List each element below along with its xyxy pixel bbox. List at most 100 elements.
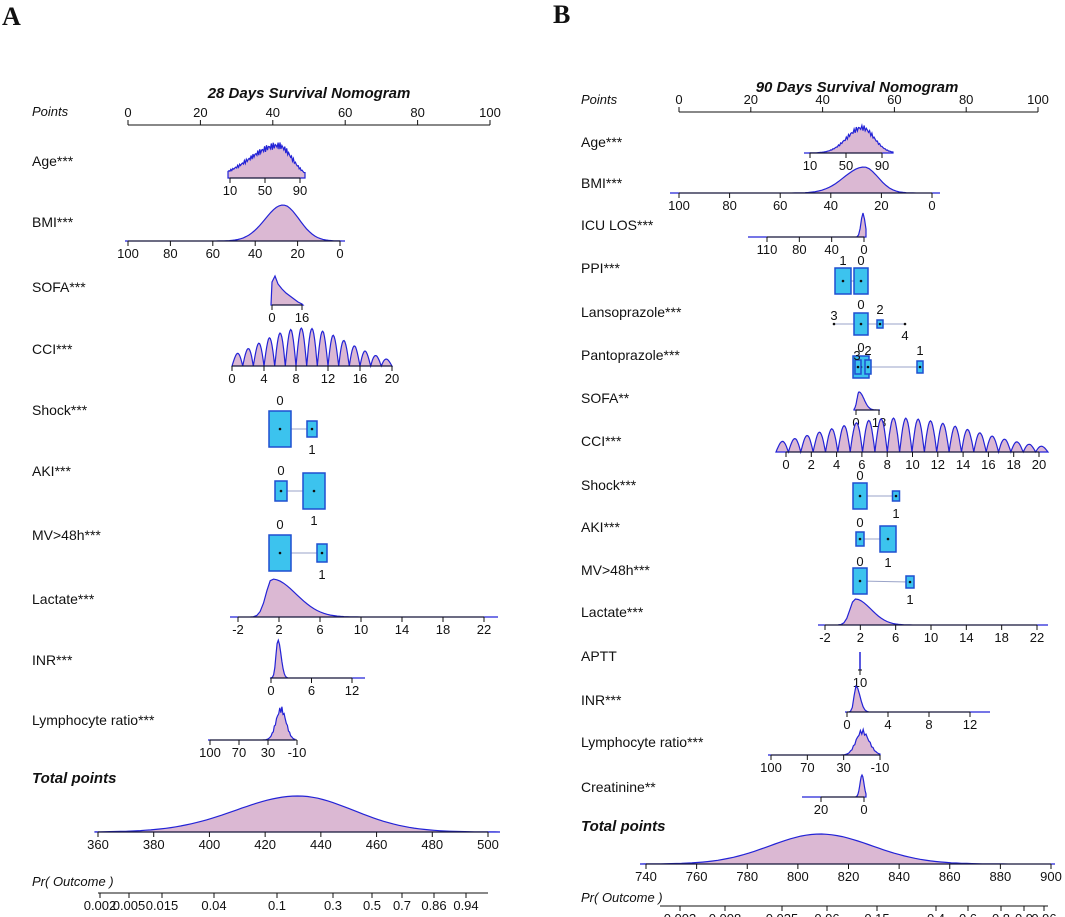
mv-level-dot <box>320 551 324 555</box>
lactate-tick-label: -2 <box>232 622 244 637</box>
bmi-tick-label: 20 <box>290 246 304 261</box>
icu-los-tick-label: 0 <box>860 242 867 257</box>
total-points-tick-label: 860 <box>939 869 961 884</box>
lactate-label: Lactate*** <box>32 591 95 607</box>
total-points-tick-label: 880 <box>990 869 1012 884</box>
bmi-label: BMI*** <box>32 214 74 230</box>
inr-density <box>269 638 365 679</box>
lansoprazole-level-label: 4 <box>901 328 908 343</box>
chart-title: 28 Days Survival Nomogram <box>207 85 411 102</box>
mv-connector <box>859 580 911 583</box>
points-tick-label: 80 <box>959 92 973 107</box>
outcome-tick-label: 0.5 <box>363 898 381 913</box>
outcome-tick-label: 0.025 <box>766 911 799 917</box>
icu-los-tick-label: 40 <box>824 242 838 257</box>
shock-level-label: 0 <box>856 468 863 483</box>
shock-level-label: 1 <box>892 506 899 521</box>
lymphocyte-tick-label: 100 <box>199 745 221 760</box>
lactate-tick-label: -2 <box>819 630 831 645</box>
lansoprazole-level-label: 3 <box>830 308 837 323</box>
shock-label: Shock*** <box>32 402 88 418</box>
ppi-level-label: 1 <box>839 253 846 268</box>
icu-los-tick-label: 110 <box>757 242 778 257</box>
cci-tick-label: 4 <box>833 457 840 472</box>
bmi-tick-label: 0 <box>336 246 343 261</box>
sofa-tick-label: 0 <box>268 310 275 325</box>
outcome-tick-label: 0.002 <box>84 898 117 913</box>
cci-tick-label: 0 <box>228 371 235 386</box>
cci-tick-label: 20 <box>385 371 399 386</box>
inr-label: INR*** <box>32 652 73 668</box>
aki-level-label: 1 <box>884 555 891 570</box>
total-points-tick-label: 840 <box>888 869 910 884</box>
bmi-tick-label: 80 <box>163 246 177 261</box>
aki-label: AKI*** <box>32 463 71 479</box>
shock-level-dot <box>310 427 314 431</box>
cci-tick-label: 6 <box>858 457 865 472</box>
total-points-tick-label: 500 <box>477 837 499 852</box>
points-tick-label: 40 <box>815 92 829 107</box>
panel-a-letter: A <box>2 2 21 31</box>
aki-level-dot <box>312 489 316 493</box>
lactate-tick-label: 14 <box>959 630 973 645</box>
mv-level-dot <box>858 579 862 583</box>
creatinine-tick-label: 20 <box>814 802 828 817</box>
outcome-tick-label: 0.8 <box>992 911 1010 917</box>
lactate-tick-label: 22 <box>477 622 491 637</box>
lactate-tick-label: 10 <box>354 622 368 637</box>
cci-density <box>231 327 394 369</box>
bmi-tick-label: 60 <box>773 198 787 213</box>
lymphocyte-tick-label: 30 <box>261 745 275 760</box>
ppi-level-dot <box>859 279 863 283</box>
total-points-tick-label: 420 <box>254 837 276 852</box>
cci-tick-label: 14 <box>956 457 970 472</box>
inr-tick-label: 0 <box>267 683 274 698</box>
aki-level-dot <box>279 489 283 493</box>
sofa-density <box>270 274 305 306</box>
inr-label: INR*** <box>581 692 622 708</box>
lymphocyte-label: Lymphocyte ratio*** <box>32 712 155 728</box>
points-tick-label: 0 <box>675 92 682 107</box>
lactate-tick-label: 10 <box>924 630 938 645</box>
creatinine-label: Creatinine** <box>581 779 656 795</box>
cci-tick-label: 8 <box>292 371 299 386</box>
bmi-tick-label: 60 <box>206 246 220 261</box>
bmi-tick-label: 80 <box>722 198 736 213</box>
icu-los-tick-label: 80 <box>792 242 806 257</box>
outcome-label: Pr( Outcome ) <box>581 890 663 905</box>
lactate-tick-label: 22 <box>1030 630 1044 645</box>
panel-b-letter: B <box>553 0 570 29</box>
shock-label: Shock*** <box>581 477 637 493</box>
cci-tick-label: 8 <box>884 457 891 472</box>
lansoprazole-level-label: 2 <box>876 302 883 317</box>
age-tick-label: 10 <box>223 183 237 198</box>
points-tick-label: 60 <box>338 105 352 120</box>
cci-tick-label: 16 <box>353 371 367 386</box>
sofa-tick-label: 16 <box>295 310 309 325</box>
inr-tick-label: 6 <box>308 683 315 698</box>
total-points-density <box>94 795 501 833</box>
points-tick-label: 20 <box>193 105 207 120</box>
aki-level-label: 0 <box>856 515 863 530</box>
lansoprazole-level-dot <box>832 322 836 326</box>
pantoprazole-level-dot <box>856 365 860 369</box>
points-tick-label: 0 <box>124 105 131 120</box>
outcome-tick-label: 0.4 <box>927 911 945 917</box>
points-tick-label: 100 <box>479 105 501 120</box>
shock-level-dot <box>894 494 898 498</box>
cci-tick-label: 2 <box>808 457 815 472</box>
age-label: Age*** <box>32 153 74 169</box>
aki-level-label: 1 <box>310 513 317 528</box>
total-points-tick-label: 440 <box>310 837 332 852</box>
total-points-tick-label: 460 <box>366 837 388 852</box>
age-density <box>227 142 306 179</box>
bmi-tick-label: 40 <box>248 246 262 261</box>
inr-tick-label: 12 <box>345 683 359 698</box>
pantoprazole-level-dot <box>866 365 870 369</box>
mv-level-label: 1 <box>906 592 913 607</box>
shock-level-dot <box>278 427 282 431</box>
outcome-tick-label: 0.86 <box>421 898 446 913</box>
lymphocyte-tick-label: 70 <box>800 760 814 775</box>
sofa-label: SOFA*** <box>32 279 86 295</box>
points-tick-label: 60 <box>887 92 901 107</box>
